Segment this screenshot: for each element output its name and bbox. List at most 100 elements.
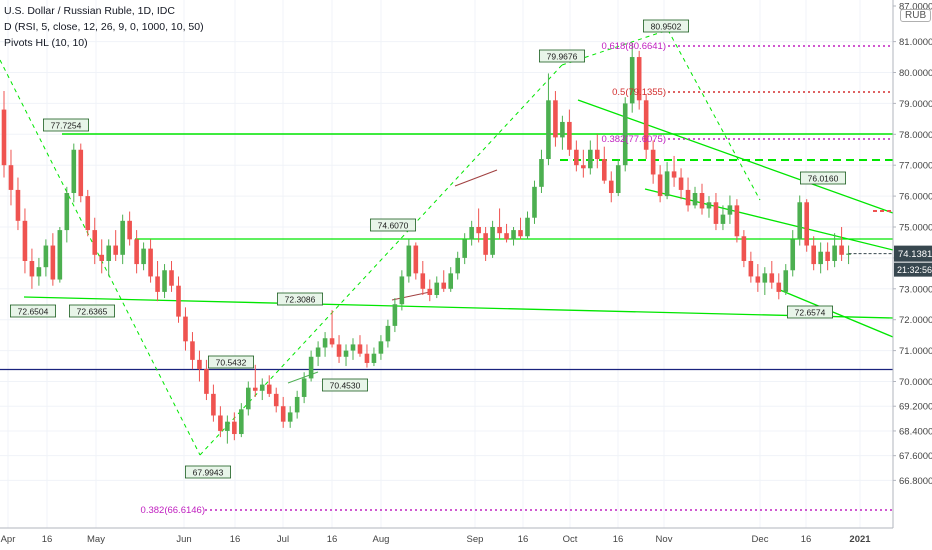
price-tick-label: 81.0000 xyxy=(899,37,932,48)
candle-body xyxy=(350,344,356,351)
time-tick-label: Aug xyxy=(373,534,390,545)
candle-body xyxy=(162,270,167,292)
candle-body xyxy=(790,239,796,271)
time-tick-label: 16 xyxy=(230,534,241,545)
candle-body xyxy=(364,353,370,363)
mini-up-line xyxy=(454,169,498,187)
candle-body xyxy=(595,149,600,160)
candle-body xyxy=(748,260,754,277)
candle-body xyxy=(560,121,565,138)
candle-body xyxy=(755,276,761,283)
price-axis[interactable]: 87.0000 81.0000 80.0000 79.0000 78.0000 77.00… xyxy=(848,0,932,528)
price-tick-label: 66.8000 xyxy=(899,476,932,487)
pivots-legend[interactable]: Pivots HL (10, 10) xyxy=(4,37,88,49)
candle-body xyxy=(329,338,335,345)
countdown-label: 21:32:56 xyxy=(897,265,932,275)
pivot-label-text: 80.9502 xyxy=(651,22,682,32)
candle-body xyxy=(615,165,621,194)
candle-body xyxy=(225,421,230,431)
candle-body xyxy=(797,202,803,240)
candle-body xyxy=(183,316,188,342)
pivot-label: 72.6504 xyxy=(9,304,57,318)
fib-label: 0.618(80.6641) xyxy=(602,41,666,52)
candle-body xyxy=(832,245,837,261)
candle-body xyxy=(839,245,844,255)
candle-body xyxy=(804,202,809,246)
time-tick-label: 16 xyxy=(613,534,624,545)
candle-body xyxy=(287,412,293,422)
currency-badge[interactable]: RUB xyxy=(900,9,932,22)
candle-body xyxy=(259,384,265,391)
candle-body xyxy=(239,409,244,435)
candle-body xyxy=(357,344,363,354)
candle-body xyxy=(518,230,523,237)
price-tick-label: 80.0000 xyxy=(899,68,932,79)
candle-body xyxy=(378,341,384,354)
candle-body xyxy=(169,270,174,286)
candle-body xyxy=(776,282,782,292)
candle-body xyxy=(574,149,579,166)
price-tick-label: 71.0000 xyxy=(899,346,932,357)
candle-body xyxy=(818,251,823,265)
pivot-label: 79.9676 xyxy=(539,49,586,63)
price-tick-label: 87.0000 xyxy=(899,2,932,13)
candle-body xyxy=(92,230,98,255)
candle-body xyxy=(99,254,105,261)
last-price-tag xyxy=(894,245,932,262)
candle-body xyxy=(497,227,502,234)
candle-body xyxy=(671,171,677,178)
candle-body xyxy=(385,325,391,342)
price-tick-label: 75.0000 xyxy=(899,223,932,234)
pivot-label: 76.0160 xyxy=(800,171,847,185)
candle-body xyxy=(720,214,726,224)
chart-legend: U.S. Dollar / Russian Ruble, 1D, IDC D (… xyxy=(4,3,204,51)
time-tick-label: Dec xyxy=(752,534,769,545)
indicator-legend[interactable]: D (RSI, 5, close, 12, 26, 9, 0, 1000, 10… xyxy=(4,21,204,33)
symbol-title[interactable]: U.S. Dollar / Russian Ruble, 1D, IDC xyxy=(4,5,175,17)
time-tick-label: May xyxy=(87,534,105,545)
time-tick-label: Nov xyxy=(656,534,673,545)
candle-body xyxy=(581,165,586,169)
lower-trend-line xyxy=(23,296,894,319)
pivot-label: 72.6574 xyxy=(787,305,834,319)
fib-label: 0.382(77.6075) xyxy=(602,134,666,145)
candle-body xyxy=(294,396,300,413)
candle-body xyxy=(441,282,447,289)
candle-body xyxy=(106,245,111,261)
candle-body xyxy=(539,159,544,187)
time-axis[interactable]: Apr 16 May Jun 16 Jul 16 Aug Sep 16 Oct 16 Nov Dec 16 2… xyxy=(0,527,893,545)
pivot-label: 72.3086 xyxy=(276,292,323,306)
candle-body xyxy=(476,227,481,234)
candle-body xyxy=(50,245,56,280)
candle-body xyxy=(811,245,816,265)
pivot-label: 70.5432 xyxy=(207,355,254,369)
pivot-label: 74.6070 xyxy=(369,218,416,232)
candle-body xyxy=(636,57,642,101)
candle-body xyxy=(462,239,467,258)
candle-body xyxy=(36,267,42,277)
price-tick-label: 72.0000 xyxy=(899,315,932,326)
candle-body xyxy=(601,159,607,181)
pivot-label-text: 70.5432 xyxy=(216,358,247,368)
price-tick-label: 76.0000 xyxy=(899,192,932,203)
candle-body xyxy=(762,273,768,283)
price-tick-label: 79.0000 xyxy=(899,99,932,110)
candle-body xyxy=(280,406,286,422)
pivot-label: 70.4530 xyxy=(321,378,368,392)
candle-body xyxy=(78,149,84,197)
price-tick-label: 69.2000 xyxy=(899,402,932,413)
candle-body xyxy=(734,205,740,237)
candle-body xyxy=(692,193,698,206)
candle-body xyxy=(588,149,593,169)
candle-body xyxy=(232,421,237,435)
mini-down-line xyxy=(391,291,431,301)
candle-body xyxy=(783,270,789,292)
time-tick-label: 16 xyxy=(42,534,53,545)
candle-body xyxy=(211,393,216,416)
pivot-label-text: 72.6365 xyxy=(77,307,108,317)
candle-body xyxy=(64,193,70,231)
candle-body xyxy=(664,171,670,197)
pivot-label-text: 67.9943 xyxy=(193,468,224,478)
candle-body xyxy=(685,189,691,206)
